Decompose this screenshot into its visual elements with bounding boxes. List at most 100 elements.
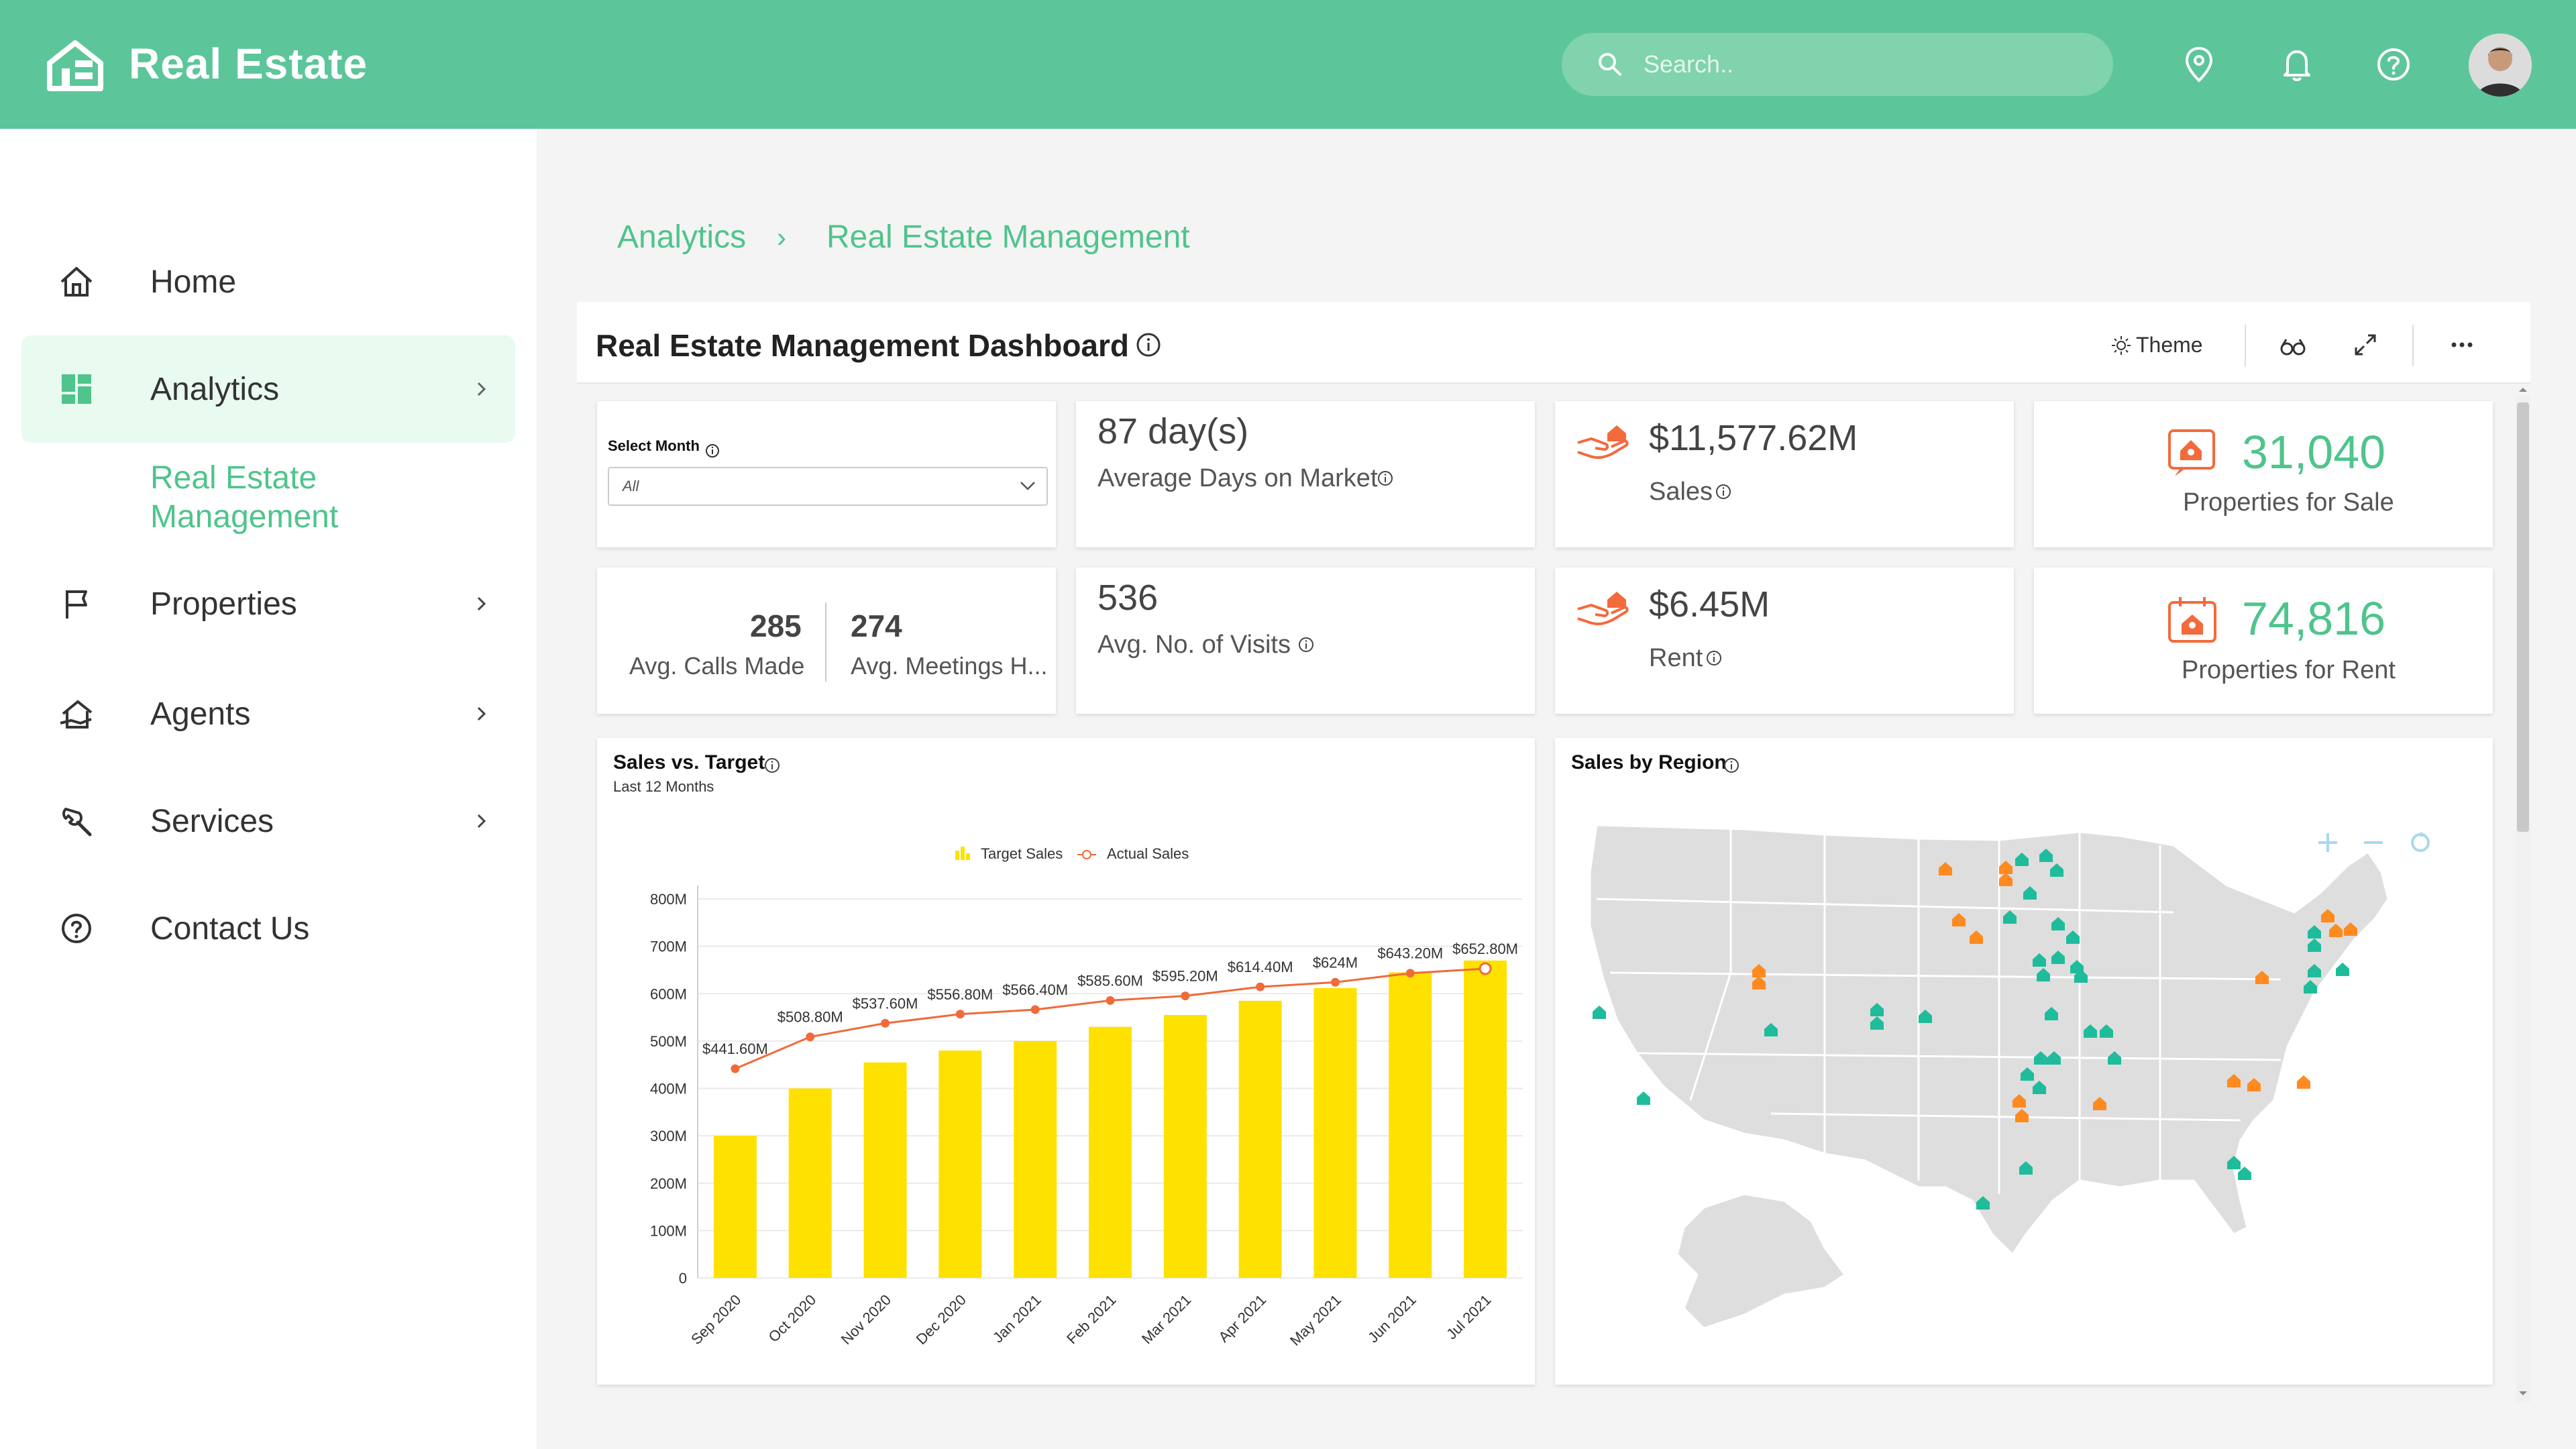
help-icon[interactable] [2373,44,2414,85]
map-zoom-controls [2318,832,2430,852]
data-label-actual-sales: $441.60M [702,1040,768,1057]
data-label-actual-sales: $537.60M [853,995,918,1012]
more-icon[interactable] [2449,331,2475,358]
location-icon[interactable] [2179,44,2219,85]
info-icon[interactable] [1723,757,1740,774]
bar-target-sales[interactable] [713,1136,757,1278]
x-tick-label: Mar 2021 [1138,1291,1194,1347]
sidebar-item-home[interactable]: Home [21,228,515,335]
legend-item-target[interactable]: Target Sales [955,845,1063,862]
sidebar-item-contact-us[interactable]: Contact Us [21,875,515,982]
bar-target-sales[interactable] [863,1062,907,1278]
month-select[interactable]: All [608,467,1048,506]
sidebar-item-label: Agents [150,696,251,732]
alaska[interactable] [1676,1193,1846,1330]
info-icon[interactable] [1705,649,1723,667]
sidebar-item-properties[interactable]: Properties [21,550,515,657]
chevron-right-icon [477,706,486,721]
breadcrumb-analytics[interactable]: Analytics [617,219,747,255]
us-map[interactable] [1570,805,2482,1368]
zoom-in-icon[interactable] [2318,833,2337,852]
point-actual-sales[interactable] [1256,982,1265,991]
search-box[interactable] [1562,33,2113,96]
x-tick-label: Oct 2020 [765,1291,819,1346]
subitem-line1: Real Estate [150,460,317,496]
bar-target-sales[interactable] [1014,1040,1057,1278]
reset-icon[interactable] [2411,832,2430,852]
scroll-up-icon[interactable] [2517,385,2529,394]
us-mainland[interactable] [1589,824,2390,1256]
breadcrumb-current: Real Estate Management [826,219,1190,255]
x-tick-label: Feb 2021 [1063,1291,1119,1347]
bar-target-sales[interactable] [1464,960,1507,1278]
point-actual-sales[interactable] [1106,996,1115,1005]
data-label-actual-sales: $508.80M [777,1009,843,1026]
info-icon[interactable] [1377,470,1394,487]
point-actual-sales[interactable] [806,1032,815,1042]
x-tick-label: Jul 2021 [1443,1291,1495,1343]
wrench-icon [62,808,92,837]
y-tick-label: 500M [650,1033,687,1050]
x-tick-label: Dec 2020 [913,1291,969,1348]
sidebar-item-label: Properties [150,586,297,622]
point-actual-sales[interactable] [1030,1005,1040,1014]
point-actual-sales[interactable] [1405,969,1415,978]
expand-icon[interactable] [2352,331,2379,358]
theme-button[interactable]: Theme [2110,333,2203,358]
data-label-actual-sales: $624M [1313,954,1358,971]
bar-target-sales[interactable] [1163,1015,1207,1278]
scroll-down-icon[interactable] [2517,1389,2529,1398]
chart-subtitle: Last 12 Months [613,778,714,795]
sales-label: Sales [1649,478,1713,506]
data-label-actual-sales: $595.20M [1152,968,1218,985]
month-filter-label: Select Month [608,437,700,454]
point-actual-sales[interactable] [955,1010,965,1019]
info-icon[interactable] [1135,331,1162,358]
legend-item-actual[interactable]: Actual Sales [1077,845,1189,862]
map-title: Sales by Region [1571,751,1727,773]
point-actual-sales[interactable] [1479,962,1492,975]
x-tick-label: Jan 2021 [989,1291,1044,1346]
data-label-actual-sales: $652.80M [1452,941,1518,957]
sidebar-item-label: Contact Us [150,910,310,947]
logo-icon [47,40,103,91]
sidebar-subitem-real-estate-management[interactable]: Real Estate Management [150,459,338,537]
sales-card: $11,577.62M Sales [1555,401,2014,547]
bar-target-sales[interactable] [1313,987,1357,1278]
point-actual-sales[interactable] [731,1064,740,1073]
point-actual-sales[interactable] [881,1018,890,1028]
bar-target-sales[interactable] [1389,972,1432,1278]
agent-icon [60,700,93,729]
sale-house-icon [2168,429,2215,476]
rent-value: $6.45M [1649,584,1770,625]
bar-target-sales[interactable] [1238,1000,1282,1278]
scrollbar-thumb[interactable] [2517,402,2529,832]
sidebar-item-analytics[interactable]: Analytics [21,335,515,443]
search-input[interactable] [1642,50,2081,79]
bar-target-sales[interactable] [788,1088,832,1279]
sidebar-item-agents[interactable]: Agents [21,660,515,767]
meetings-value: 274 [851,608,902,643]
info-icon[interactable] [1715,483,1732,500]
subitem-line2: Management [150,499,339,535]
avatar[interactable] [2469,34,2532,97]
point-actual-sales[interactable] [1330,977,1340,987]
info-icon[interactable] [704,443,720,459]
map-markers [1593,849,2357,1210]
point-actual-sales[interactable] [1181,991,1190,1001]
info-icon[interactable] [763,757,781,774]
bell-icon[interactable] [2277,44,2317,85]
chart-legend[interactable]: Target Sales Actual Sales [955,845,1189,862]
info-icon[interactable] [1297,636,1315,653]
sun-icon [2112,335,2131,355]
chevron-right-icon [477,382,486,396]
sidebar-item-services[interactable]: Services [21,767,515,875]
bar-target-sales[interactable] [938,1051,982,1278]
search-icon [1599,53,1621,76]
bar-target-sales[interactable] [1089,1026,1132,1278]
rent-label: Rent [1649,644,1703,672]
glasses-icon[interactable] [2278,331,2308,361]
rent-card: $6.45M Rent [1555,568,2014,714]
properties-for-sale-value: 31,040 [2242,426,2386,478]
data-label-actual-sales: $614.40M [1228,959,1293,975]
